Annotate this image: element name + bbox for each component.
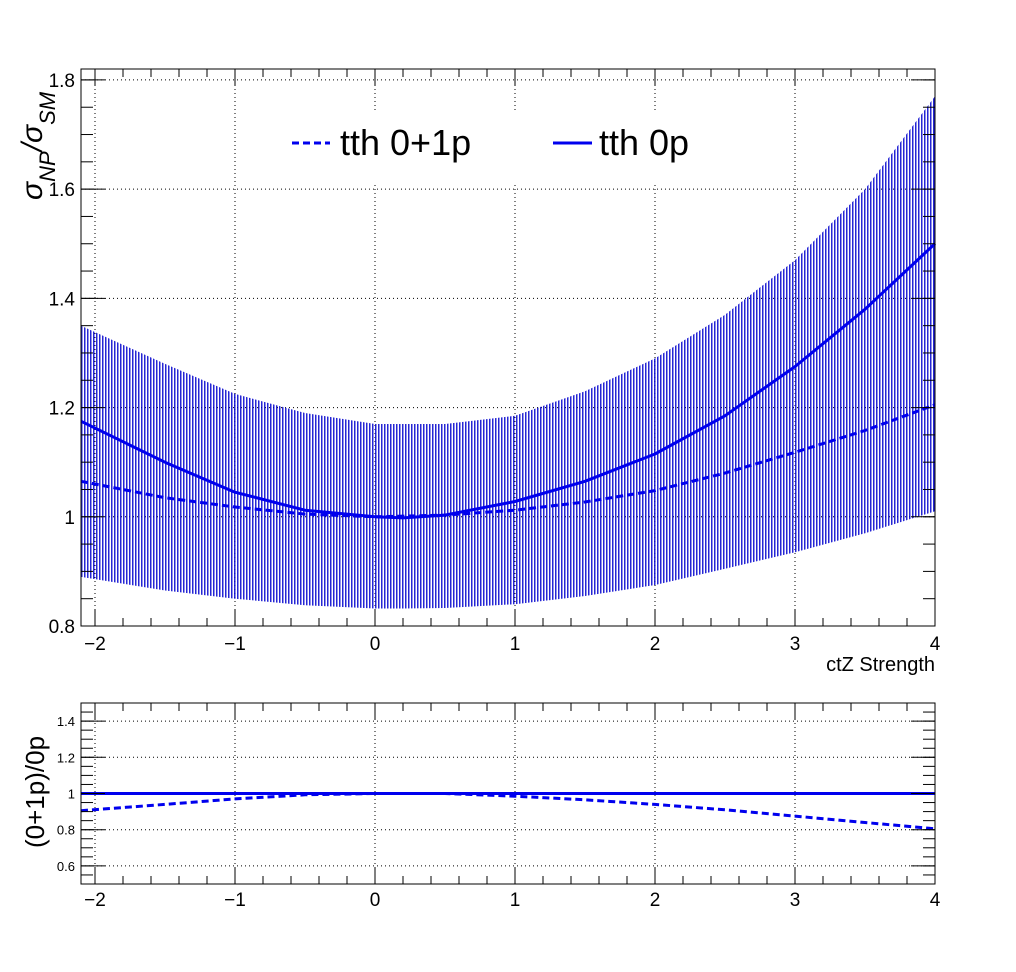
bottom-y-axis-label: (0+1p)/0p bbox=[20, 736, 50, 848]
y-tick-label: 0.8 bbox=[57, 823, 75, 838]
top-band-group bbox=[81, 96, 935, 609]
top-x-tick-labels: −2 −1 0 1 2 3 4 bbox=[84, 634, 941, 655]
series-line-solid bbox=[80, 242, 937, 520]
x-tick-label: 2 bbox=[650, 890, 661, 911]
x-tick-label: −1 bbox=[224, 634, 246, 655]
legend-label-0p: tth 0p bbox=[599, 122, 689, 163]
legend-label-0p1: tth 0+1p bbox=[340, 122, 471, 163]
y-tick-label: 0.6 bbox=[57, 859, 75, 874]
x-tick-label: 1 bbox=[510, 634, 521, 655]
x-tick-label: 4 bbox=[930, 634, 941, 655]
top-series-lines bbox=[80, 242, 937, 520]
top-panel: −2 −1 0 1 2 3 4 0.811.21.41.61.8 ctZ Strength … bbox=[16, 68, 941, 676]
y-tick-label: 0.8 bbox=[49, 617, 75, 638]
y-tick-label: 1.8 bbox=[49, 71, 75, 92]
x-tick-label: 0 bbox=[370, 634, 381, 655]
x-tick-label: 3 bbox=[790, 634, 801, 655]
legend-background bbox=[283, 112, 715, 184]
x-tick-label: −2 bbox=[84, 890, 106, 911]
top-y-tick-labels: 0.8 1 1.2 1.4 1.6 1.8 bbox=[49, 71, 76, 638]
x-tick-label: 2 bbox=[650, 634, 661, 655]
legend: tth 0+1p tth 0p bbox=[283, 112, 715, 184]
y-tick-label: 1.6 bbox=[49, 180, 75, 201]
bottom-series-lines bbox=[80, 792, 936, 831]
x-tick-label: 1 bbox=[510, 890, 521, 911]
y-tick-label: 1 bbox=[64, 508, 75, 529]
y-tick-label: 1.2 bbox=[49, 399, 75, 420]
x-tick-label: −1 bbox=[224, 890, 246, 911]
x-tick-label: 3 bbox=[790, 890, 801, 911]
y-tick-label: 1 bbox=[68, 787, 75, 802]
uncertainty-band bbox=[81, 96, 935, 609]
series-line-dashed bbox=[80, 403, 936, 519]
y-tick-label: 1.4 bbox=[57, 714, 75, 729]
y-tick-label: 1.4 bbox=[49, 289, 76, 310]
x-tick-label: −2 bbox=[84, 634, 106, 655]
bottom-axis-ticks bbox=[81, 702, 936, 885]
top-x-axis-label: ctZ Strength bbox=[826, 654, 935, 676]
top-plot-frame bbox=[80, 68, 936, 627]
top-axis-ticks bbox=[81, 69, 936, 627]
series-line-dashed bbox=[80, 792, 936, 831]
y-tick-label: 1.2 bbox=[57, 750, 75, 765]
x-tick-label: 0 bbox=[370, 890, 381, 911]
x-tick-label: 4 bbox=[930, 890, 941, 911]
bottom-x-tick-labels: −2 −1 0 1 2 3 4 bbox=[84, 890, 941, 911]
bottom-y-tick-labels: 0.6 0.8 1 1.2 1.4 bbox=[57, 714, 75, 874]
bottom-panel: −2 −1 0 1 2 3 4 0.6 0.8 1 1.2 1.4 (0+1p)/0p bbox=[20, 702, 941, 911]
